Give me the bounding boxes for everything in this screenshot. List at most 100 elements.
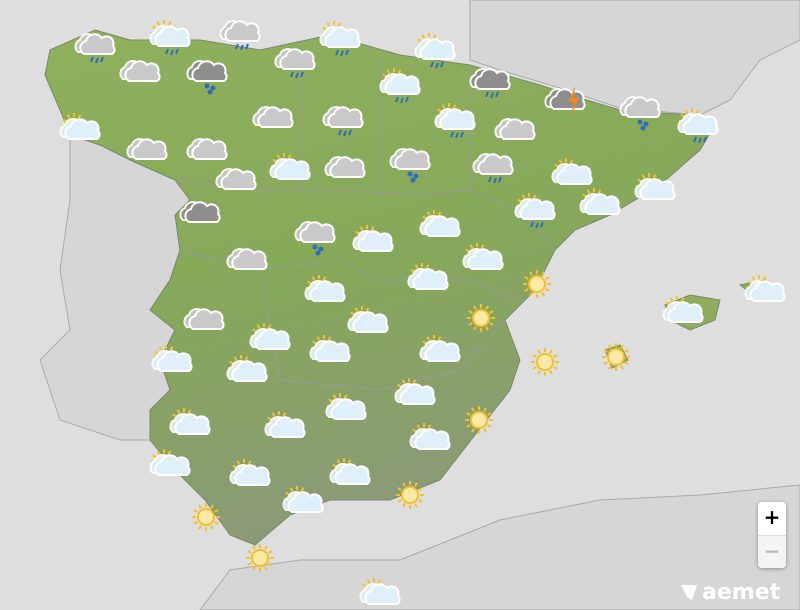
forecast-icon-sun-cloud[interactable] (744, 275, 786, 302)
forecast-icon-sun-cloud[interactable] (634, 173, 676, 200)
forecast-icon-cloud[interactable] (186, 138, 228, 160)
forecast-icon-sun[interactable] (246, 544, 274, 572)
forecast-icon-sun-cloud-rain[interactable] (319, 21, 361, 57)
cloud-icon (462, 248, 504, 270)
rain-icon (488, 176, 502, 184)
forecast-icon-cloud-rain[interactable] (472, 153, 514, 184)
forecast-icon-sun-cloud[interactable] (249, 323, 291, 350)
forecast-icon-sun-cloud-rain[interactable] (149, 20, 191, 56)
forecast-icon-cloud[interactable] (324, 156, 366, 178)
cloud-icon (151, 350, 193, 372)
aemet-logo-icon (681, 585, 697, 600)
sun-icon (467, 304, 495, 332)
lightning-icon (569, 86, 579, 116)
forecast-icon-sun-cloud-rain[interactable] (379, 68, 421, 104)
forecast-icon-sun-cloud[interactable] (407, 263, 449, 290)
forecast-icon-sun[interactable] (396, 481, 424, 509)
forecast-icon-cloud-dark[interactable] (179, 201, 221, 223)
forecast-icon-sun-cloud[interactable] (149, 449, 191, 476)
forecast-icon-sun-cloud[interactable] (325, 393, 367, 420)
forecast-icon-sun-cloud[interactable] (579, 188, 621, 215)
cloud-icon (226, 360, 268, 382)
forecast-icon-sun-cloud[interactable] (419, 210, 461, 237)
zoom-in-button[interactable]: + (763, 505, 781, 529)
rain-icon (430, 61, 444, 69)
forecast-icon-sun-cloud[interactable] (304, 275, 346, 302)
forecast-icon-sun-cloud[interactable] (264, 411, 306, 438)
cloud-icon (183, 308, 225, 330)
snow-icon (637, 119, 649, 131)
forecast-icon-sun[interactable] (523, 270, 551, 298)
forecast-icon-cloud-rain[interactable] (322, 106, 364, 137)
forecast-icon-sun-cloud[interactable] (419, 335, 461, 362)
rain-icon (530, 221, 544, 229)
cloud-icon (394, 383, 436, 405)
forecast-icon-sun[interactable] (602, 343, 630, 371)
cloud-icon (294, 221, 336, 243)
cloud-icon (186, 60, 228, 82)
forecast-icon-cloud-rain[interactable] (74, 33, 116, 64)
forecast-icon-sun-cloud[interactable] (59, 113, 101, 140)
forecast-icon-sun-cloud[interactable] (169, 408, 211, 435)
cloud-icon (419, 215, 461, 237)
forecast-icon-sun-cloud[interactable] (329, 458, 371, 485)
forecast-icon-sun[interactable] (467, 304, 495, 332)
forecast-icon-sun-cloud[interactable] (229, 459, 271, 486)
cloud-icon (59, 118, 101, 140)
forecast-icon-cloud-snow[interactable] (294, 221, 336, 256)
forecast-icon-cloud[interactable] (494, 118, 536, 140)
cloud-icon (619, 96, 661, 118)
cloud-icon (347, 311, 389, 333)
forecast-icon-cloud-storm[interactable] (544, 86, 586, 116)
forecast-icon-sun[interactable] (531, 348, 559, 376)
forecast-icon-sun-cloud-rain[interactable] (414, 33, 456, 69)
forecast-icon-cloud[interactable] (226, 248, 268, 270)
forecast-icon-sun-cloud[interactable] (151, 345, 193, 372)
forecast-icon-cloud[interactable] (215, 168, 257, 190)
cloud-icon (219, 20, 261, 42)
sun-icon (465, 406, 493, 434)
forecast-icon-sun-cloud[interactable] (309, 335, 351, 362)
snow-icon (407, 171, 419, 183)
cloud-icon (325, 398, 367, 420)
forecast-icon-cloud-snow[interactable] (389, 148, 431, 183)
forecast-icon-sun-cloud-rain[interactable] (434, 103, 476, 139)
forecast-icon-sun-cloud[interactable] (359, 578, 401, 605)
forecast-icon-cloud-dark-rain[interactable] (469, 68, 511, 99)
forecast-icon-sun-cloud[interactable] (352, 225, 394, 252)
forecast-icon-cloud-dark-snow[interactable] (186, 60, 228, 95)
forecast-icon-sun-cloud-rain[interactable] (677, 108, 719, 144)
forecast-icon-sun-cloud[interactable] (462, 243, 504, 270)
forecast-icon-cloud[interactable] (252, 106, 294, 128)
forecast-icons (59, 20, 786, 605)
forecast-icon-sun-cloud[interactable] (269, 153, 311, 180)
forecast-icon-sun[interactable] (192, 503, 220, 531)
zoom-out-button[interactable]: − (758, 535, 786, 568)
cloud-icon (269, 158, 311, 180)
forecast-icon-sun-cloud[interactable] (409, 423, 451, 450)
cloud-icon (419, 340, 461, 362)
forecast-icon-cloud[interactable] (126, 138, 168, 160)
forecast-icon-cloud-rain[interactable] (274, 48, 316, 79)
forecast-icon-cloud-snow[interactable] (619, 96, 661, 131)
forecast-icon-sun-cloud[interactable] (551, 158, 593, 185)
cloud-icon (389, 148, 431, 170)
forecast-icon-sun-cloud[interactable] (394, 378, 436, 405)
cloud-icon (186, 138, 228, 160)
forecast-icon-sun-cloud[interactable] (282, 486, 324, 513)
rain-icon (290, 71, 304, 79)
forecast-icon-sun-cloud[interactable] (226, 355, 268, 382)
cloud-icon (414, 38, 456, 60)
forecast-icon-sun-cloud[interactable] (347, 306, 389, 333)
forecast-icon-sun-cloud[interactable] (662, 296, 704, 323)
cloud-icon (304, 280, 346, 302)
forecast-icon-cloud-rain[interactable] (219, 20, 261, 51)
cloud-icon (379, 73, 421, 95)
forecast-icon-cloud[interactable] (183, 308, 225, 330)
cloud-icon (359, 583, 401, 605)
forecast-icon-sun[interactable] (465, 406, 493, 434)
forecast-icon-cloud[interactable] (119, 60, 161, 82)
forecast-icon-sun-cloud-rain[interactable] (514, 193, 556, 229)
cloud-icon (179, 201, 221, 223)
